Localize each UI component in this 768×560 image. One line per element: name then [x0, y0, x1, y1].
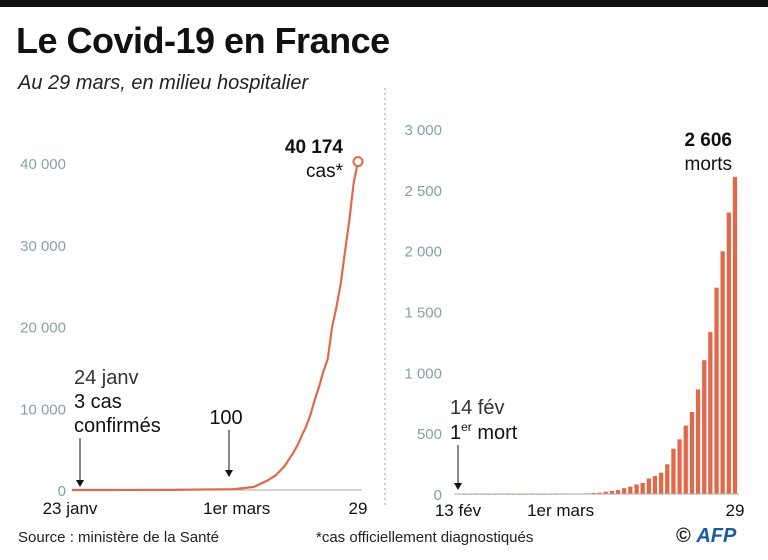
arrow-head-icon: [454, 483, 462, 490]
death-bar: [646, 478, 651, 494]
death-bar: [683, 425, 688, 494]
death-bar: [677, 439, 682, 495]
death-bar: [591, 492, 596, 494]
y-tick-label: 2 500: [404, 183, 442, 200]
x-tick-label: 23 janv: [43, 499, 98, 518]
y-tick-label: 20 000: [20, 320, 66, 337]
cases-line: [72, 161, 360, 492]
y-tick-label: 10 000: [20, 401, 66, 418]
death-bar: [628, 486, 633, 494]
logo-text: AFP: [696, 525, 737, 547]
first-case-label2: confirmés: [74, 415, 161, 437]
page-title: Le Covid-19 en France: [16, 20, 390, 61]
x-tick-label: 29: [726, 501, 745, 520]
copyright: ©: [676, 525, 691, 547]
death-bar: [720, 251, 725, 494]
death-bar: [689, 412, 695, 494]
x-tick-label: 1er mars: [527, 501, 594, 520]
death-bar: [702, 360, 707, 494]
death-bar: [609, 491, 614, 494]
arrow-head-icon: [76, 480, 84, 487]
first-death-number: 1: [450, 422, 461, 444]
subtitle: Au 29 mars, en milieu hospitalier: [18, 72, 309, 94]
death-bar: [732, 176, 738, 494]
x-tick-label: 1er mars: [203, 499, 270, 518]
death-bar: [652, 476, 658, 494]
death-bar: [640, 482, 645, 494]
death-bar: [659, 472, 664, 494]
death-bar: [615, 490, 621, 494]
first-case-date: 24 janv: [74, 367, 139, 389]
death-bar: [695, 389, 701, 494]
footnote: *cas officiellement diagnostiqués: [316, 529, 534, 546]
top-bar: [0, 0, 768, 7]
y-tick-label: 1 500: [404, 305, 442, 322]
y-tick-label: 1 000: [404, 365, 442, 382]
hundred-cases-label: 100: [209, 407, 242, 429]
deaths-chart: 0 500 1 000 1 500 2 000 2 500 3 000 13 fév 1er m…: [404, 122, 744, 520]
end-point-marker: [352, 156, 364, 168]
end-value-label: 2 606: [684, 130, 732, 151]
death-bar: [597, 492, 602, 494]
y-tick-label: 40 000: [20, 156, 66, 173]
cases-chart: 0 10 000 20 000 30 000 40 000 23 janv 1er mars…: [20, 137, 367, 518]
death-bar: [708, 332, 713, 494]
afp-logo: © AFP: [676, 525, 736, 548]
death-bar: [603, 491, 608, 494]
x-tick-label: 13 fév: [435, 501, 482, 520]
y-tick-label: 3 000: [404, 122, 442, 139]
y-tick-label: 2 000: [404, 244, 442, 261]
y-tick-label: 30 000: [20, 238, 66, 255]
death-bar: [665, 464, 670, 494]
first-death-date: 14 fév: [450, 397, 504, 419]
y-tick-label: 500: [417, 426, 442, 443]
first-death-superscript: er: [461, 420, 472, 434]
arrow-head-icon: [225, 470, 233, 477]
death-bar: [634, 484, 639, 494]
first-case-label: 3 cas: [74, 391, 122, 413]
end-unit-label: cas*: [306, 161, 344, 182]
death-bar: [714, 287, 719, 494]
first-death-label: 1er mort: [450, 420, 518, 444]
end-value-label: 40 174: [285, 137, 344, 158]
y-tick-label: 0: [58, 483, 66, 500]
death-bar: [671, 448, 676, 494]
source-text: Source : ministère de la Santé: [18, 529, 219, 546]
death-bar: [726, 212, 731, 494]
x-tick-label: 29: [349, 499, 368, 518]
y-tick-label: 0: [434, 487, 442, 504]
end-unit-label: morts: [685, 154, 733, 175]
death-bar: [622, 488, 627, 494]
first-death-word: mort: [472, 422, 518, 444]
